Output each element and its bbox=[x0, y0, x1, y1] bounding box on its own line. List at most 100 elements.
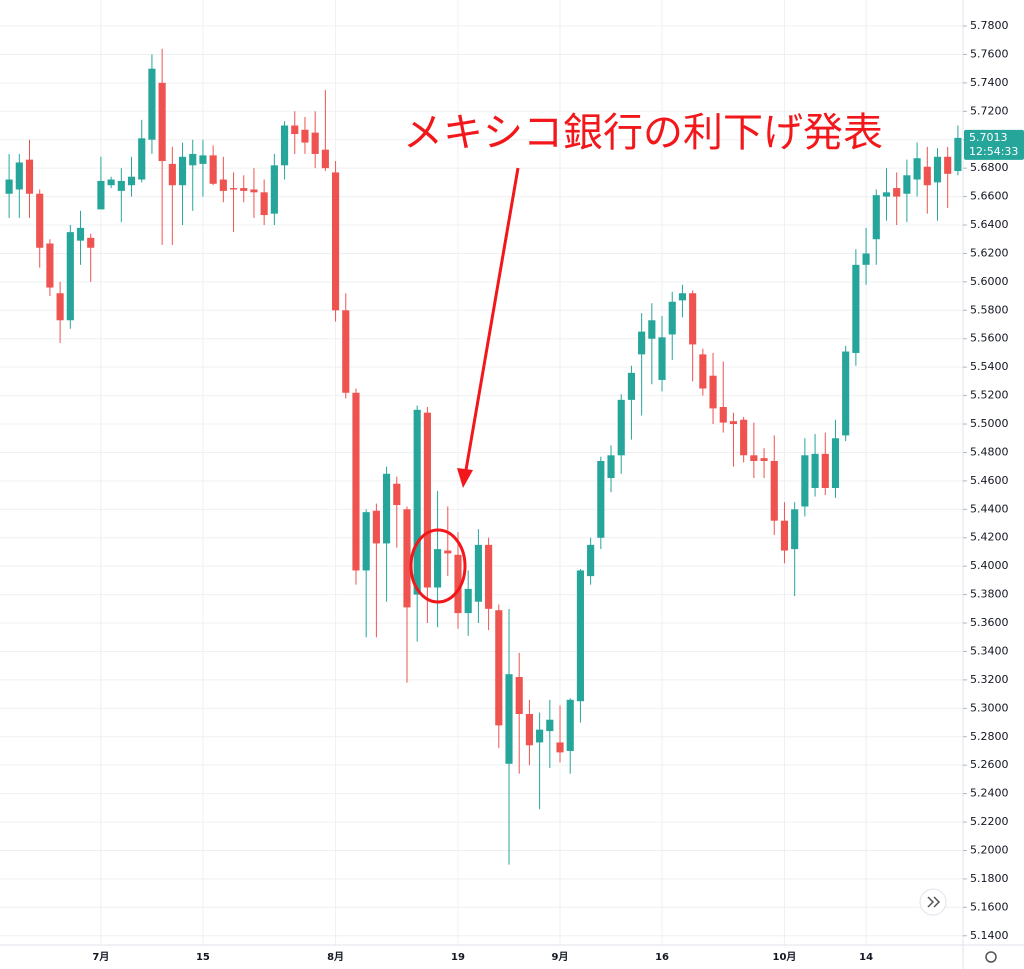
candle-body bbox=[97, 180, 105, 210]
x-tick-label: 16 bbox=[655, 952, 669, 963]
candle-body bbox=[791, 509, 799, 550]
candle-body bbox=[566, 699, 574, 751]
candle-body bbox=[168, 163, 176, 186]
y-tick-label: 5.5800 bbox=[970, 303, 1009, 316]
candle-body bbox=[311, 132, 319, 154]
y-tick-label: 5.4000 bbox=[970, 559, 1009, 572]
candle-body bbox=[280, 125, 289, 166]
y-tick-label: 5.3000 bbox=[970, 701, 1009, 714]
candle-body bbox=[413, 409, 421, 595]
settings-icon[interactable] bbox=[985, 951, 997, 963]
candle-body bbox=[260, 192, 268, 216]
y-tick-label: 5.1400 bbox=[970, 929, 1009, 942]
candle-body bbox=[780, 520, 789, 551]
candle-body bbox=[893, 188, 901, 197]
y-tick-label: 5.2600 bbox=[970, 758, 1009, 771]
annotation-arrowhead bbox=[457, 468, 473, 488]
x-tick-label: 7月 bbox=[92, 951, 109, 963]
candle-body bbox=[872, 195, 880, 240]
annotation-circle bbox=[409, 528, 467, 604]
candle-body bbox=[729, 421, 738, 425]
y-tick-label: 5.6000 bbox=[970, 275, 1009, 288]
candle-body bbox=[240, 188, 248, 191]
candle-body bbox=[250, 189, 258, 193]
candle-body bbox=[423, 412, 431, 588]
candle-body bbox=[199, 155, 207, 164]
candle-body bbox=[954, 137, 962, 172]
y-tick-label: 5.1800 bbox=[970, 872, 1009, 885]
candle-body bbox=[474, 544, 482, 602]
candle-body bbox=[464, 588, 472, 614]
y-tick-label: 5.4600 bbox=[970, 474, 1009, 487]
candle-body bbox=[331, 172, 340, 311]
candle-body bbox=[862, 253, 870, 265]
candle-body bbox=[505, 674, 513, 764]
candle-body bbox=[321, 149, 329, 169]
candle-body bbox=[607, 455, 615, 479]
y-tick-label: 5.2200 bbox=[970, 815, 1009, 828]
candle-body bbox=[668, 301, 676, 335]
last-price-label: 5.7013 bbox=[969, 131, 1008, 144]
candles bbox=[5, 48, 962, 865]
y-tick-label: 5.3200 bbox=[970, 673, 1009, 686]
candle-body bbox=[536, 729, 544, 743]
candle-body bbox=[556, 742, 564, 753]
candle-body bbox=[138, 138, 146, 180]
candle-body bbox=[913, 158, 921, 180]
candle-body bbox=[403, 509, 411, 608]
y-tick-label: 5.4200 bbox=[970, 531, 1009, 544]
candle-body bbox=[148, 68, 156, 140]
candle-body bbox=[617, 399, 625, 456]
candle-body bbox=[352, 392, 360, 571]
candle-body bbox=[770, 460, 778, 521]
candle-body bbox=[638, 331, 646, 355]
candle-body bbox=[495, 610, 503, 726]
candle-body bbox=[750, 455, 758, 461]
candle-body bbox=[689, 293, 697, 345]
candle-body bbox=[107, 179, 115, 186]
y-tick-label: 5.7400 bbox=[970, 76, 1009, 89]
y-tick-label: 5.6200 bbox=[970, 246, 1009, 259]
candle-body bbox=[178, 156, 187, 186]
annotation-text: メキシコ銀行の利下げ発表 bbox=[403, 110, 883, 156]
candle-body bbox=[546, 719, 554, 732]
candle-body bbox=[229, 188, 238, 190]
candle-body bbox=[801, 455, 809, 507]
candle-body bbox=[933, 156, 942, 183]
candle-body bbox=[383, 473, 391, 544]
y-tick-label: 5.7600 bbox=[970, 47, 1009, 60]
candle-body bbox=[434, 549, 442, 588]
y-tick-label: 5.2400 bbox=[970, 787, 1009, 800]
y-tick-label: 5.3400 bbox=[970, 644, 1009, 657]
candle-body bbox=[515, 677, 523, 715]
candle-body bbox=[944, 156, 952, 174]
y-tick-label: 5.6400 bbox=[970, 218, 1009, 231]
candle-body bbox=[454, 554, 462, 614]
x-tick-label: 15 bbox=[196, 952, 210, 963]
candle-body bbox=[485, 544, 493, 609]
candle-body bbox=[66, 232, 74, 321]
y-tick-label: 5.6800 bbox=[970, 161, 1009, 174]
y-tick-label: 5.5600 bbox=[970, 332, 1009, 345]
candle-body bbox=[923, 166, 931, 186]
candle-body bbox=[291, 125, 299, 135]
candle-body bbox=[444, 550, 452, 554]
candle-body bbox=[678, 293, 687, 301]
candle-body bbox=[576, 570, 584, 702]
candle-body bbox=[760, 458, 768, 461]
scroll-icon bbox=[927, 896, 941, 908]
candle-body bbox=[158, 82, 166, 162]
y-tick-label: 5.5200 bbox=[970, 389, 1009, 402]
candle-body bbox=[76, 227, 85, 241]
candle-body bbox=[658, 337, 666, 380]
y-tick-label: 5.3800 bbox=[970, 588, 1009, 601]
candle-body bbox=[209, 155, 217, 184]
candle-body bbox=[342, 310, 350, 393]
candle-body bbox=[831, 438, 840, 488]
candle-body bbox=[393, 483, 401, 506]
countdown-label: 12:54:33 bbox=[969, 145, 1018, 158]
candle-body bbox=[852, 264, 860, 353]
candle-body bbox=[25, 159, 34, 194]
candle-body bbox=[882, 192, 891, 197]
